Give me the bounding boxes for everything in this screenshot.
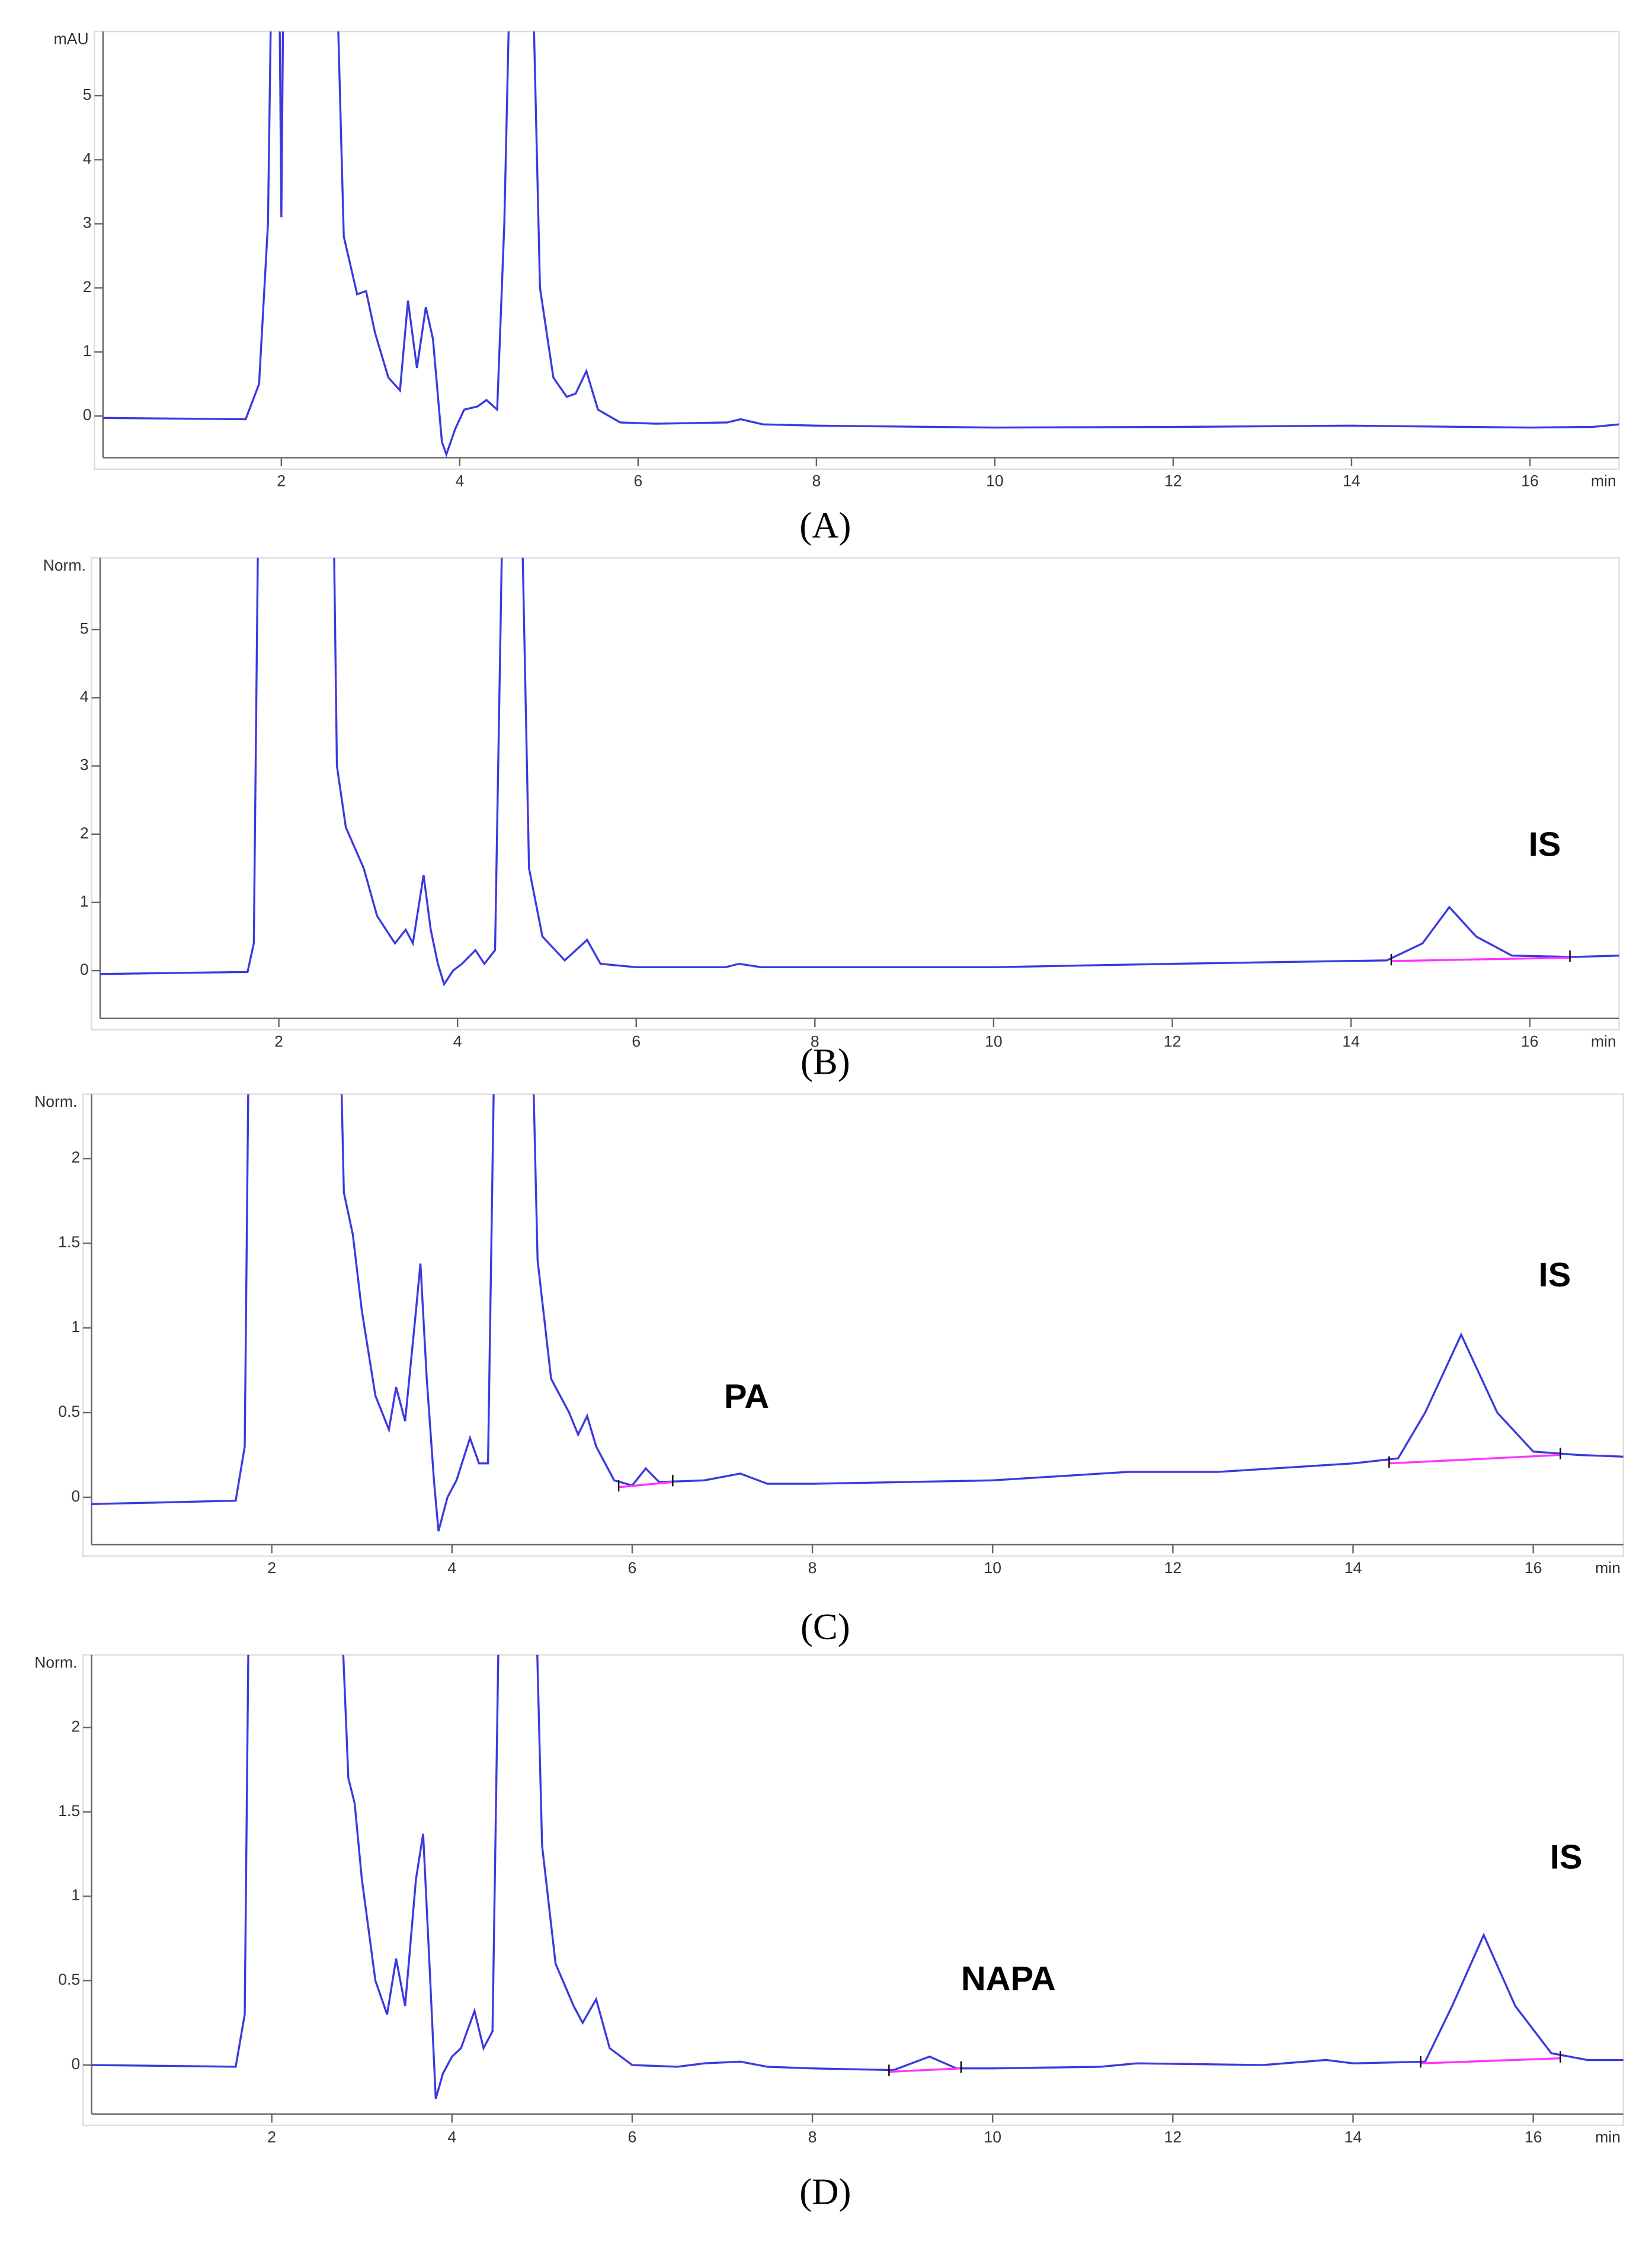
y-tick-label: 4 <box>83 149 92 167</box>
x-tick-label: 8 <box>811 1033 819 1051</box>
x-tick-label: 8 <box>808 2128 817 2146</box>
x-tick-label: 4 <box>455 472 464 489</box>
x-tick-label: 4 <box>447 2128 456 2146</box>
x-axis-label: min <box>1591 472 1616 489</box>
x-tick-label: 6 <box>632 1033 641 1051</box>
integration-baseline <box>1389 1454 1561 1465</box>
y-tick-label: 3 <box>80 756 89 774</box>
y-axis-label: Norm. <box>43 556 86 574</box>
x-tick-label: 6 <box>628 2128 637 2146</box>
y-tick-label: 5 <box>83 85 92 103</box>
x-tick-label: 14 <box>1344 2128 1362 2146</box>
x-tick-label: 10 <box>984 2128 1001 2146</box>
x-tick-label: 12 <box>1164 1033 1182 1051</box>
y-tick-label: 0.5 <box>58 1403 80 1420</box>
peak-annotation: IS <box>1550 1838 1583 1876</box>
trace-line <box>91 1094 1624 1532</box>
plot-area <box>103 31 1619 458</box>
peak-annotation: IS <box>1538 1256 1571 1294</box>
x-tick-label: 8 <box>812 472 821 489</box>
y-tick-label: 2 <box>71 1717 80 1735</box>
x-axis-label: min <box>1591 1033 1616 1051</box>
y-axis-label: mAU <box>54 30 89 48</box>
x-tick-label: 10 <box>986 472 1004 489</box>
y-tick-label: 4 <box>80 687 89 705</box>
x-tick-label: 8 <box>808 1559 817 1577</box>
x-tick-label: 2 <box>274 1033 283 1051</box>
plot-area <box>91 1654 1624 2099</box>
x-tick-label: 12 <box>1164 1559 1182 1577</box>
x-axis-label: min <box>1595 2128 1621 2146</box>
integration-baseline <box>889 2067 962 2073</box>
integration-baseline <box>1420 2057 1561 2064</box>
x-tick-label: 6 <box>628 1559 637 1577</box>
panel-caption: (B) <box>801 1041 850 1083</box>
y-tick-label: 2 <box>80 824 89 842</box>
y-tick-label: 1 <box>71 1318 80 1336</box>
plot-area <box>100 558 1619 987</box>
panel-caption: (C) <box>801 1606 850 1647</box>
panel-caption: (D) <box>799 2171 851 2213</box>
panel-caption: (A) <box>799 505 851 546</box>
y-tick-label: 1 <box>80 892 89 910</box>
y-tick-label: 1.5 <box>58 1233 80 1251</box>
y-tick-label: 0 <box>71 2055 80 2073</box>
integration-baseline <box>1391 956 1570 962</box>
x-tick-label: 2 <box>267 2128 276 2146</box>
x-tick-label: 4 <box>447 1559 456 1577</box>
x-tick-label: 14 <box>1342 1033 1360 1051</box>
x-tick-label: 14 <box>1343 472 1360 489</box>
y-tick-label: 0 <box>71 1487 80 1505</box>
peak-annotation: IS <box>1529 825 1561 863</box>
plot-frame <box>91 557 1620 1031</box>
x-tick-label: 12 <box>1164 2128 1182 2146</box>
integration-baseline <box>618 1481 673 1488</box>
y-tick-label: 3 <box>83 214 92 232</box>
peak-annotation: NAPA <box>961 1960 1056 1997</box>
y-tick-label: 1.5 <box>58 1802 80 1820</box>
y-axis-label: Norm. <box>34 1653 77 1671</box>
y-axis-label: Norm. <box>34 1093 77 1110</box>
x-axis-label: min <box>1595 1559 1621 1577</box>
x-tick-label: 6 <box>633 472 642 489</box>
x-tick-label: 2 <box>267 1559 276 1577</box>
trace-line <box>91 1654 1624 2099</box>
x-tick-label: 16 <box>1521 1033 1539 1051</box>
y-tick-label: 5 <box>80 619 89 637</box>
x-tick-label: 16 <box>1525 2128 1542 2146</box>
trace-line <box>103 31 1619 458</box>
x-tick-label: 2 <box>277 472 286 489</box>
x-tick-label: 4 <box>453 1033 462 1051</box>
x-tick-label: 12 <box>1164 472 1182 489</box>
y-tick-label: 2 <box>83 278 92 296</box>
y-tick-label: 0 <box>83 406 92 424</box>
x-tick-label: 14 <box>1344 1559 1362 1577</box>
y-tick-label: 0 <box>80 961 89 978</box>
y-tick-label: 2 <box>71 1148 80 1166</box>
trace-line <box>100 558 1619 987</box>
y-tick-label: 0.5 <box>58 1971 80 1989</box>
x-tick-label: 16 <box>1521 472 1539 489</box>
plot-frame <box>94 30 1620 470</box>
plot-area <box>91 1094 1624 1532</box>
peak-annotation: PA <box>724 1378 769 1416</box>
y-tick-label: 1 <box>83 342 92 360</box>
plot-frame <box>82 1093 1624 1557</box>
x-tick-label: 10 <box>985 1033 1003 1051</box>
plot-frame <box>82 1654 1624 2127</box>
y-tick-label: 1 <box>71 1886 80 1904</box>
x-tick-label: 16 <box>1525 1559 1542 1577</box>
x-tick-label: 10 <box>984 1559 1001 1577</box>
